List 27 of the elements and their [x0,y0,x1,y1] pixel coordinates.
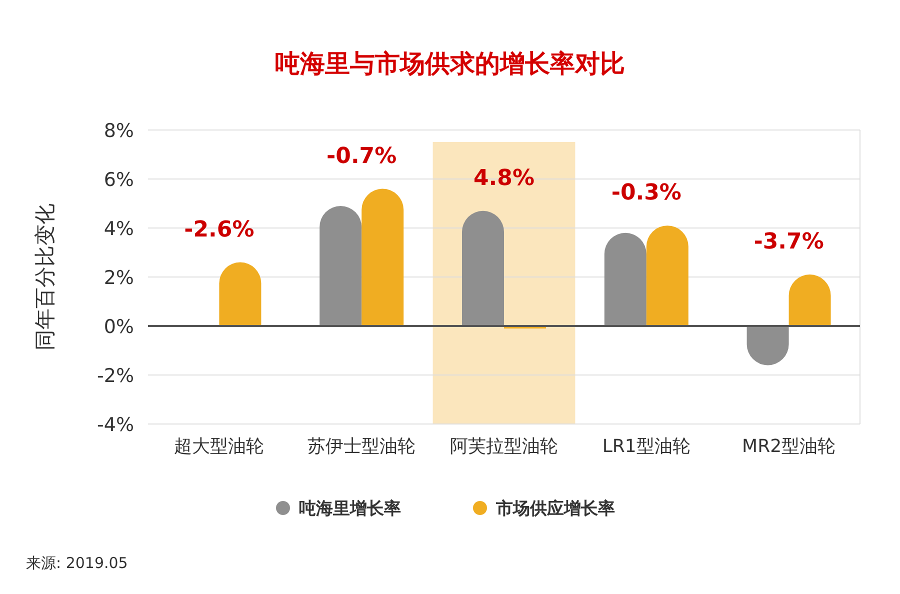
source-note: 来源: 2019.05 [26,554,128,572]
bar [646,226,688,326]
legend-label: 吨海里增长率 [299,499,401,519]
x-tick-label: 苏伊士型油轮 [308,436,416,457]
chart-title: 吨海里与市场供求的增长率对比 [275,49,625,78]
x-tick-label: LR1型油轮 [602,436,690,457]
bar [604,232,646,326]
y-tick-label: 4% [104,218,134,240]
x-tick-label: 超大型油轮 [174,436,264,457]
y-tick-label: -4% [97,414,134,436]
annotation: -2.6% [184,217,254,242]
annotation: -3.7% [754,230,824,255]
y-tick-label: 0% [104,316,134,338]
annotation: -0.3% [611,180,682,206]
y-tick-label: -2% [97,365,134,387]
bar [362,188,404,326]
bar [462,210,504,326]
y-axis-title: 同年百分比变化 [33,204,57,350]
y-tick-label: 6% [104,169,134,191]
annotation: 4.8% [473,166,535,191]
y-tick-label: 8% [104,120,134,142]
bar [320,206,362,326]
x-tick-label: MR2型油轮 [742,436,836,457]
legend-label: 市场供应增长率 [495,499,615,519]
annotation: -0.7% [326,144,397,169]
y-tick-label: 2% [104,267,134,289]
x-tick-label: 阿芙拉型油轮 [450,436,558,457]
